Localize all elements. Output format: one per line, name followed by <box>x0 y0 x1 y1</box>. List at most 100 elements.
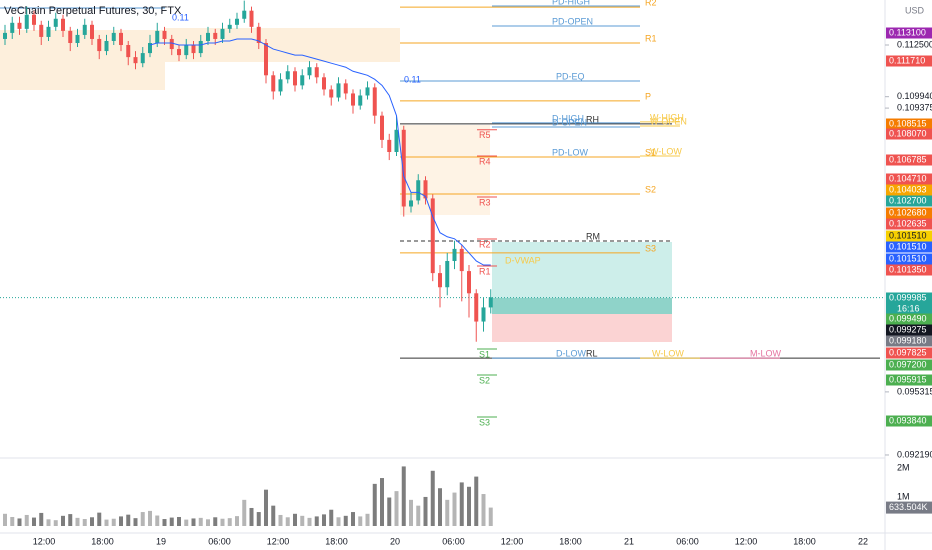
volume-bar <box>24 514 29 526</box>
candle-body <box>169 38 174 50</box>
volume-bar <box>213 517 218 526</box>
candle-body <box>285 71 290 80</box>
price-badge <box>886 218 932 230</box>
volume-bar <box>133 518 138 526</box>
price-badge <box>886 241 932 253</box>
candle-body <box>155 30 160 43</box>
volume-bar <box>387 497 392 526</box>
candle-body <box>387 139 392 152</box>
price-badge-label: 0.101510 <box>889 241 927 251</box>
volume-bar <box>329 509 334 526</box>
x-tick-label: 12:00 <box>501 536 524 546</box>
level-label: D-HIGH <box>552 113 584 123</box>
volume-bar <box>351 512 355 526</box>
price-badge <box>886 184 932 196</box>
volume-bar <box>32 517 36 526</box>
volume-bar <box>445 499 450 526</box>
volume-bar <box>481 494 486 526</box>
volume-bar <box>423 496 428 526</box>
pivot-label: R1 <box>479 266 491 276</box>
price-badge <box>886 292 932 315</box>
level-label: PD-EQ <box>556 71 585 81</box>
candle-body <box>24 14 29 29</box>
candle-body <box>235 18 239 25</box>
level-label: W-LOW <box>652 348 684 358</box>
candle-body <box>488 297 493 308</box>
pivot-label: R3 <box>479 197 491 207</box>
price-badge <box>886 253 932 265</box>
candle-body <box>452 248 457 261</box>
price-badge-label: 0.108070 <box>889 128 927 138</box>
candle-body <box>329 89 334 98</box>
candle-body <box>249 10 254 27</box>
price-badge <box>886 415 932 427</box>
volume-bar <box>191 518 196 526</box>
volume-bar <box>148 510 152 526</box>
volume-bar <box>126 514 131 526</box>
candle-body <box>423 180 428 199</box>
level-label: RL <box>586 348 598 358</box>
volume-bar <box>271 505 276 526</box>
volume-bar <box>293 513 297 526</box>
volume-bar <box>235 516 239 526</box>
candle-body <box>438 273 442 288</box>
price-badge-label: 0.097200 <box>889 359 927 369</box>
candle-body <box>162 30 167 39</box>
price-badge <box>886 374 932 386</box>
x-tick-label: 19 <box>156 536 166 546</box>
level-label: D-LOW <box>556 348 587 358</box>
volume-bar <box>459 482 464 526</box>
level-label: P <box>645 91 651 101</box>
x-tick-label: 06:00 <box>442 536 465 546</box>
candle-body <box>104 40 109 52</box>
candle-body <box>474 293 479 322</box>
volume-bar <box>249 507 254 526</box>
level-label: R2 <box>645 0 657 7</box>
volume-bar <box>198 517 203 526</box>
stop-zone <box>492 314 672 342</box>
target-zone <box>492 298 672 314</box>
x-tick-label: 12:00 <box>33 536 56 546</box>
x-tick-label: 20 <box>390 536 400 546</box>
candle-body <box>307 67 312 76</box>
candle-body <box>242 10 247 19</box>
volume-bar <box>140 512 145 526</box>
candle-body <box>3 32 7 39</box>
candle-body <box>177 49 181 56</box>
candle-body <box>351 93 355 106</box>
volume-bar <box>46 519 51 526</box>
candle-body <box>97 38 102 52</box>
volume-badge <box>886 501 932 514</box>
price-badge <box>886 195 932 207</box>
candle-body <box>445 260 450 288</box>
candle-body <box>90 24 94 39</box>
pivot-label: R2 <box>479 239 491 249</box>
candle-body <box>409 200 413 207</box>
price-badge-label: 0.102680 <box>889 207 927 217</box>
volume-bar <box>322 514 326 526</box>
candle-body <box>401 129 406 207</box>
price-badge <box>886 347 932 359</box>
volume-bar <box>75 517 80 526</box>
level-label: S1 <box>645 147 656 157</box>
candle-body <box>191 45 196 54</box>
price-badge-label: 0.095915 <box>889 374 927 384</box>
range-box <box>400 125 490 215</box>
price-badge <box>886 128 932 140</box>
level-label: W-LOW <box>650 146 682 156</box>
countdown: 16:16 <box>897 303 920 313</box>
candle-body <box>380 115 384 140</box>
vwap-label: D-VWAP <box>505 255 541 265</box>
x-tick-label: 18:00 <box>91 536 114 546</box>
candle-body <box>430 198 435 274</box>
candle-body <box>300 75 305 86</box>
price-badge-label: 0.097825 <box>889 347 927 357</box>
volume-tick-label: 2M <box>897 462 910 472</box>
volume-bar <box>39 512 44 526</box>
annotation: 0.11 <box>172 12 189 22</box>
candle-body <box>82 24 87 35</box>
price-badge <box>886 324 932 336</box>
volume-bar <box>343 515 348 526</box>
candle-body <box>220 28 225 39</box>
level-label: PD-LOW <box>552 147 589 157</box>
